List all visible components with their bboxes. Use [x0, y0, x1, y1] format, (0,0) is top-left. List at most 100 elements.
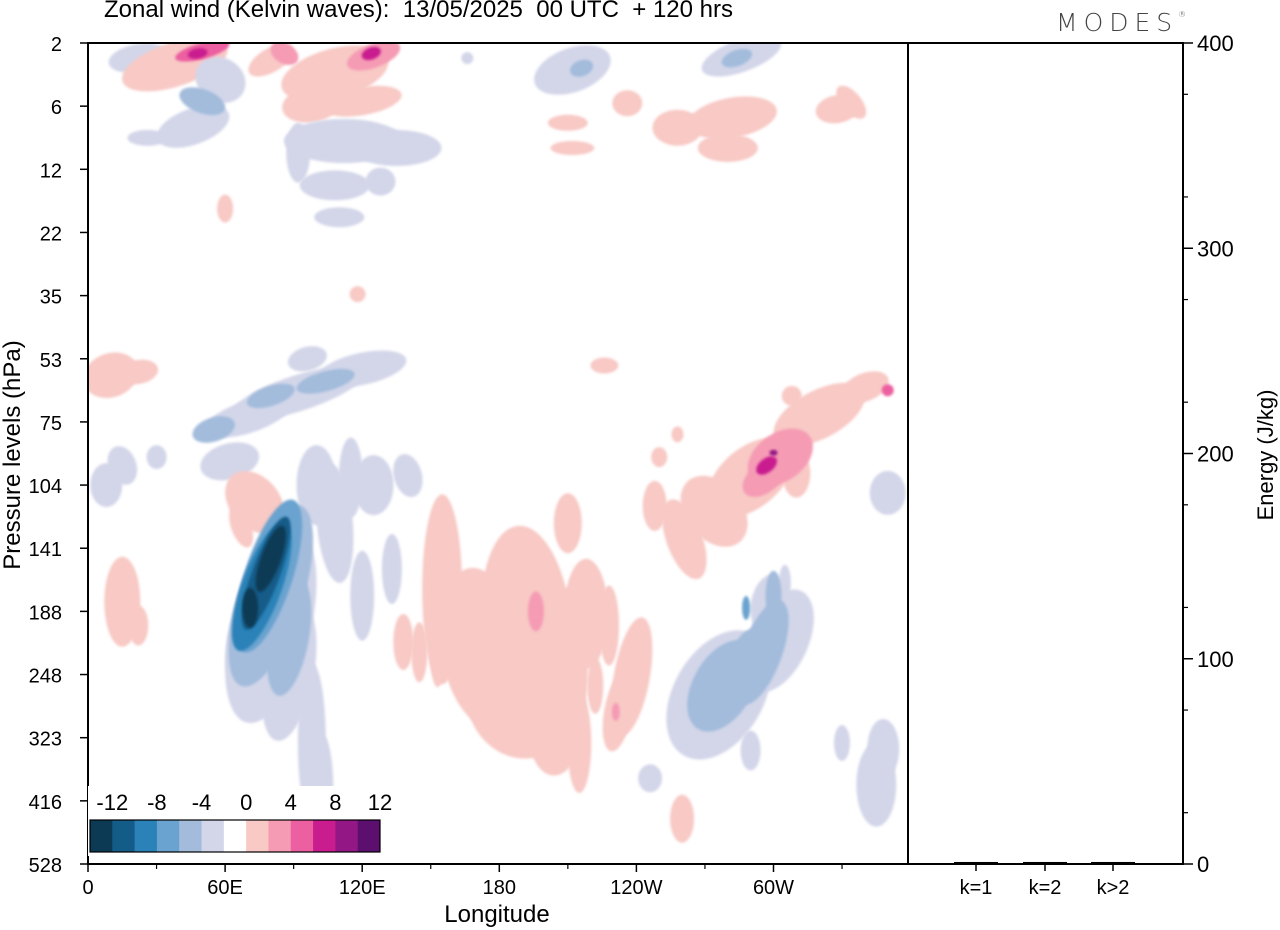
easterly-anomaly — [834, 725, 850, 761]
westerly-anomaly — [587, 657, 604, 714]
westerly-anomaly — [282, 85, 342, 123]
easterly-anomaly — [778, 564, 791, 601]
colorbar-label: 12 — [368, 790, 392, 815]
y-tick-label: 416 — [29, 792, 62, 814]
westerly-anomaly — [599, 585, 619, 666]
westerly-anomaly — [612, 90, 643, 117]
colorbar-swatch — [179, 820, 203, 852]
easterly-anomaly — [146, 445, 167, 470]
easterly-anomaly — [200, 442, 260, 481]
colorbar-swatch — [246, 820, 269, 852]
energy-bar — [954, 861, 998, 863]
easterly-anomaly — [569, 59, 594, 77]
y-tick-label: 248 — [29, 666, 62, 688]
colorbar-swatch — [112, 820, 136, 852]
colorbar-swatch — [134, 820, 158, 852]
heatmap-field — [88, 43, 906, 847]
y-axis-label: Pressure levels (hPa) — [0, 340, 26, 569]
easterly-anomaly — [107, 446, 138, 485]
westerly-anomaly — [393, 614, 414, 670]
westerly-anomaly — [270, 43, 299, 65]
easterly-anomaly — [869, 470, 906, 515]
easterly-anomaly — [867, 719, 900, 779]
westerly-anomaly — [670, 794, 695, 843]
easterly-anomaly — [721, 48, 753, 68]
energy-axis: 0 100 200 300 400 — [1183, 31, 1234, 877]
energy-bar-label: k>2 — [1097, 877, 1130, 899]
x-tick-label: 120E — [339, 877, 386, 899]
energy-tick-label: 100 — [1197, 647, 1234, 672]
x-axis-label: Longitude — [444, 901, 549, 928]
energy-bar-label: k=2 — [1029, 877, 1062, 899]
westerly-anomaly — [217, 194, 234, 223]
y-tick-label: 6 — [51, 97, 62, 119]
x-tick-label: 0 — [82, 877, 93, 899]
colorbar-label: -4 — [192, 790, 212, 815]
westerly-anomaly — [742, 458, 787, 497]
colorbar-swatch — [201, 820, 225, 852]
energy-axis-label: Energy (J/kg) — [1253, 390, 1278, 521]
westerly-anomaly — [651, 447, 668, 468]
energy-bar — [1091, 861, 1135, 863]
colorbar-swatch — [90, 820, 113, 852]
y-tick-label: 141 — [29, 539, 62, 561]
easterly-anomaly — [353, 455, 394, 516]
energy-tick-label: 0 — [1197, 852, 1209, 877]
colorbar-legend: -12 -8 -4 0 4 8 12 — [88, 786, 392, 856]
westerly-anomaly — [687, 96, 777, 139]
x-tick-label: 120W — [610, 877, 662, 899]
westerly-anomaly — [756, 456, 777, 475]
energy-tick-label: 300 — [1197, 236, 1234, 261]
westerly-anomaly — [547, 114, 588, 131]
easterly-anomaly — [720, 629, 759, 705]
energy-bar-label: k=1 — [960, 877, 993, 899]
westerly-anomaly — [349, 286, 366, 303]
y-tick-label: 53 — [40, 350, 62, 372]
easterly-anomaly — [351, 130, 442, 166]
easterly-anomaly — [393, 454, 423, 498]
y-tick-label: 188 — [29, 602, 62, 624]
easterly-anomaly — [740, 730, 761, 771]
westerly-anomaly — [769, 449, 778, 456]
easterly-anomaly — [638, 764, 663, 793]
westerly-anomaly — [361, 46, 381, 61]
y-tick-label: 528 — [29, 855, 62, 877]
brand-text: MODES — [1056, 8, 1179, 37]
easterly-anomaly — [179, 87, 226, 116]
westerly-anomaly — [322, 85, 402, 117]
easterly-anomaly — [127, 129, 168, 146]
longitude-axis: 0 60E 120E 180 120W 60W — [82, 864, 843, 899]
colorbar-swatch — [357, 820, 381, 852]
pressure-axis: 2 6 12 22 35 53 75 104 141 188 248 323 416 528 — [29, 34, 88, 877]
westerly-anomaly — [229, 505, 254, 548]
y-tick-label: 2 — [51, 34, 62, 56]
energy-bars: k=1 k=2 k>2 — [954, 861, 1135, 899]
easterly-anomaly — [365, 167, 396, 196]
colorbar-label: 0 — [240, 790, 252, 815]
westerly-anomaly — [662, 499, 707, 580]
chart-title: Zonal wind (Kelvin waves): 13/05/2025 00… — [104, 0, 733, 23]
x-tick-label: 60E — [207, 877, 243, 899]
easterly-anomaly — [314, 207, 365, 228]
easterly-anomaly — [350, 550, 375, 641]
easterly-anomaly — [296, 368, 355, 394]
easterly-anomaly — [765, 570, 782, 621]
colorbar-swatch — [335, 820, 359, 852]
easterly-anomaly — [255, 525, 287, 592]
colorbar-swatch — [313, 820, 336, 852]
westerly-anomaly — [128, 605, 149, 646]
westerly-anomaly — [411, 622, 428, 683]
y-tick-label: 323 — [29, 729, 62, 751]
easterly-anomaly — [242, 587, 259, 628]
energy-tick-label: 200 — [1197, 442, 1234, 467]
y-tick-label: 75 — [40, 413, 62, 435]
colorbar-swatch — [268, 820, 292, 852]
easterly-anomaly — [742, 595, 751, 620]
westerly-anomaly — [88, 352, 139, 398]
colorbar-label: 4 — [285, 790, 297, 815]
easterly-anomaly — [461, 52, 474, 65]
energy-bar — [1023, 861, 1067, 863]
westerly-anomaly — [611, 702, 620, 721]
colorbar-swatch — [223, 820, 247, 852]
easterly-anomaly — [287, 346, 327, 372]
